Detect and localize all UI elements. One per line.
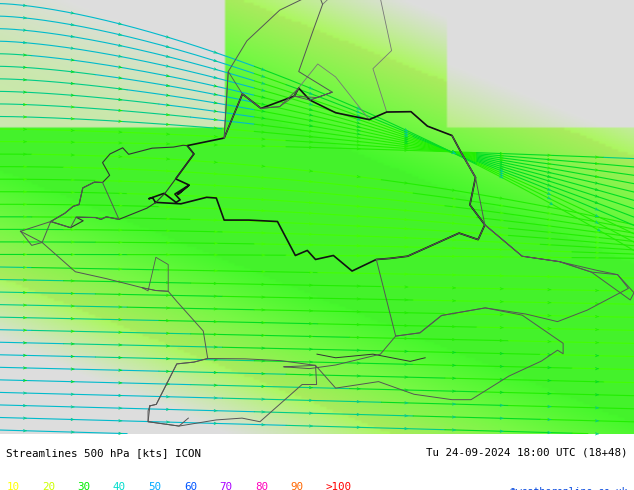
Text: 40: 40 [113,482,126,490]
Text: ©weatheronline.co.uk: ©weatheronline.co.uk [510,487,628,490]
Text: Tu 24-09-2024 18:00 UTC (18+48): Tu 24-09-2024 18:00 UTC (18+48) [426,448,628,458]
Text: 60: 60 [184,482,197,490]
Text: Streamlines 500 hPa [kts] ICON: Streamlines 500 hPa [kts] ICON [6,448,202,458]
Text: >100: >100 [326,482,352,490]
Text: 50: 50 [148,482,162,490]
Text: 80: 80 [255,482,268,490]
Text: 10: 10 [6,482,20,490]
Text: 70: 70 [219,482,233,490]
Text: 90: 90 [290,482,304,490]
Text: 30: 30 [77,482,91,490]
Text: 20: 20 [42,482,55,490]
